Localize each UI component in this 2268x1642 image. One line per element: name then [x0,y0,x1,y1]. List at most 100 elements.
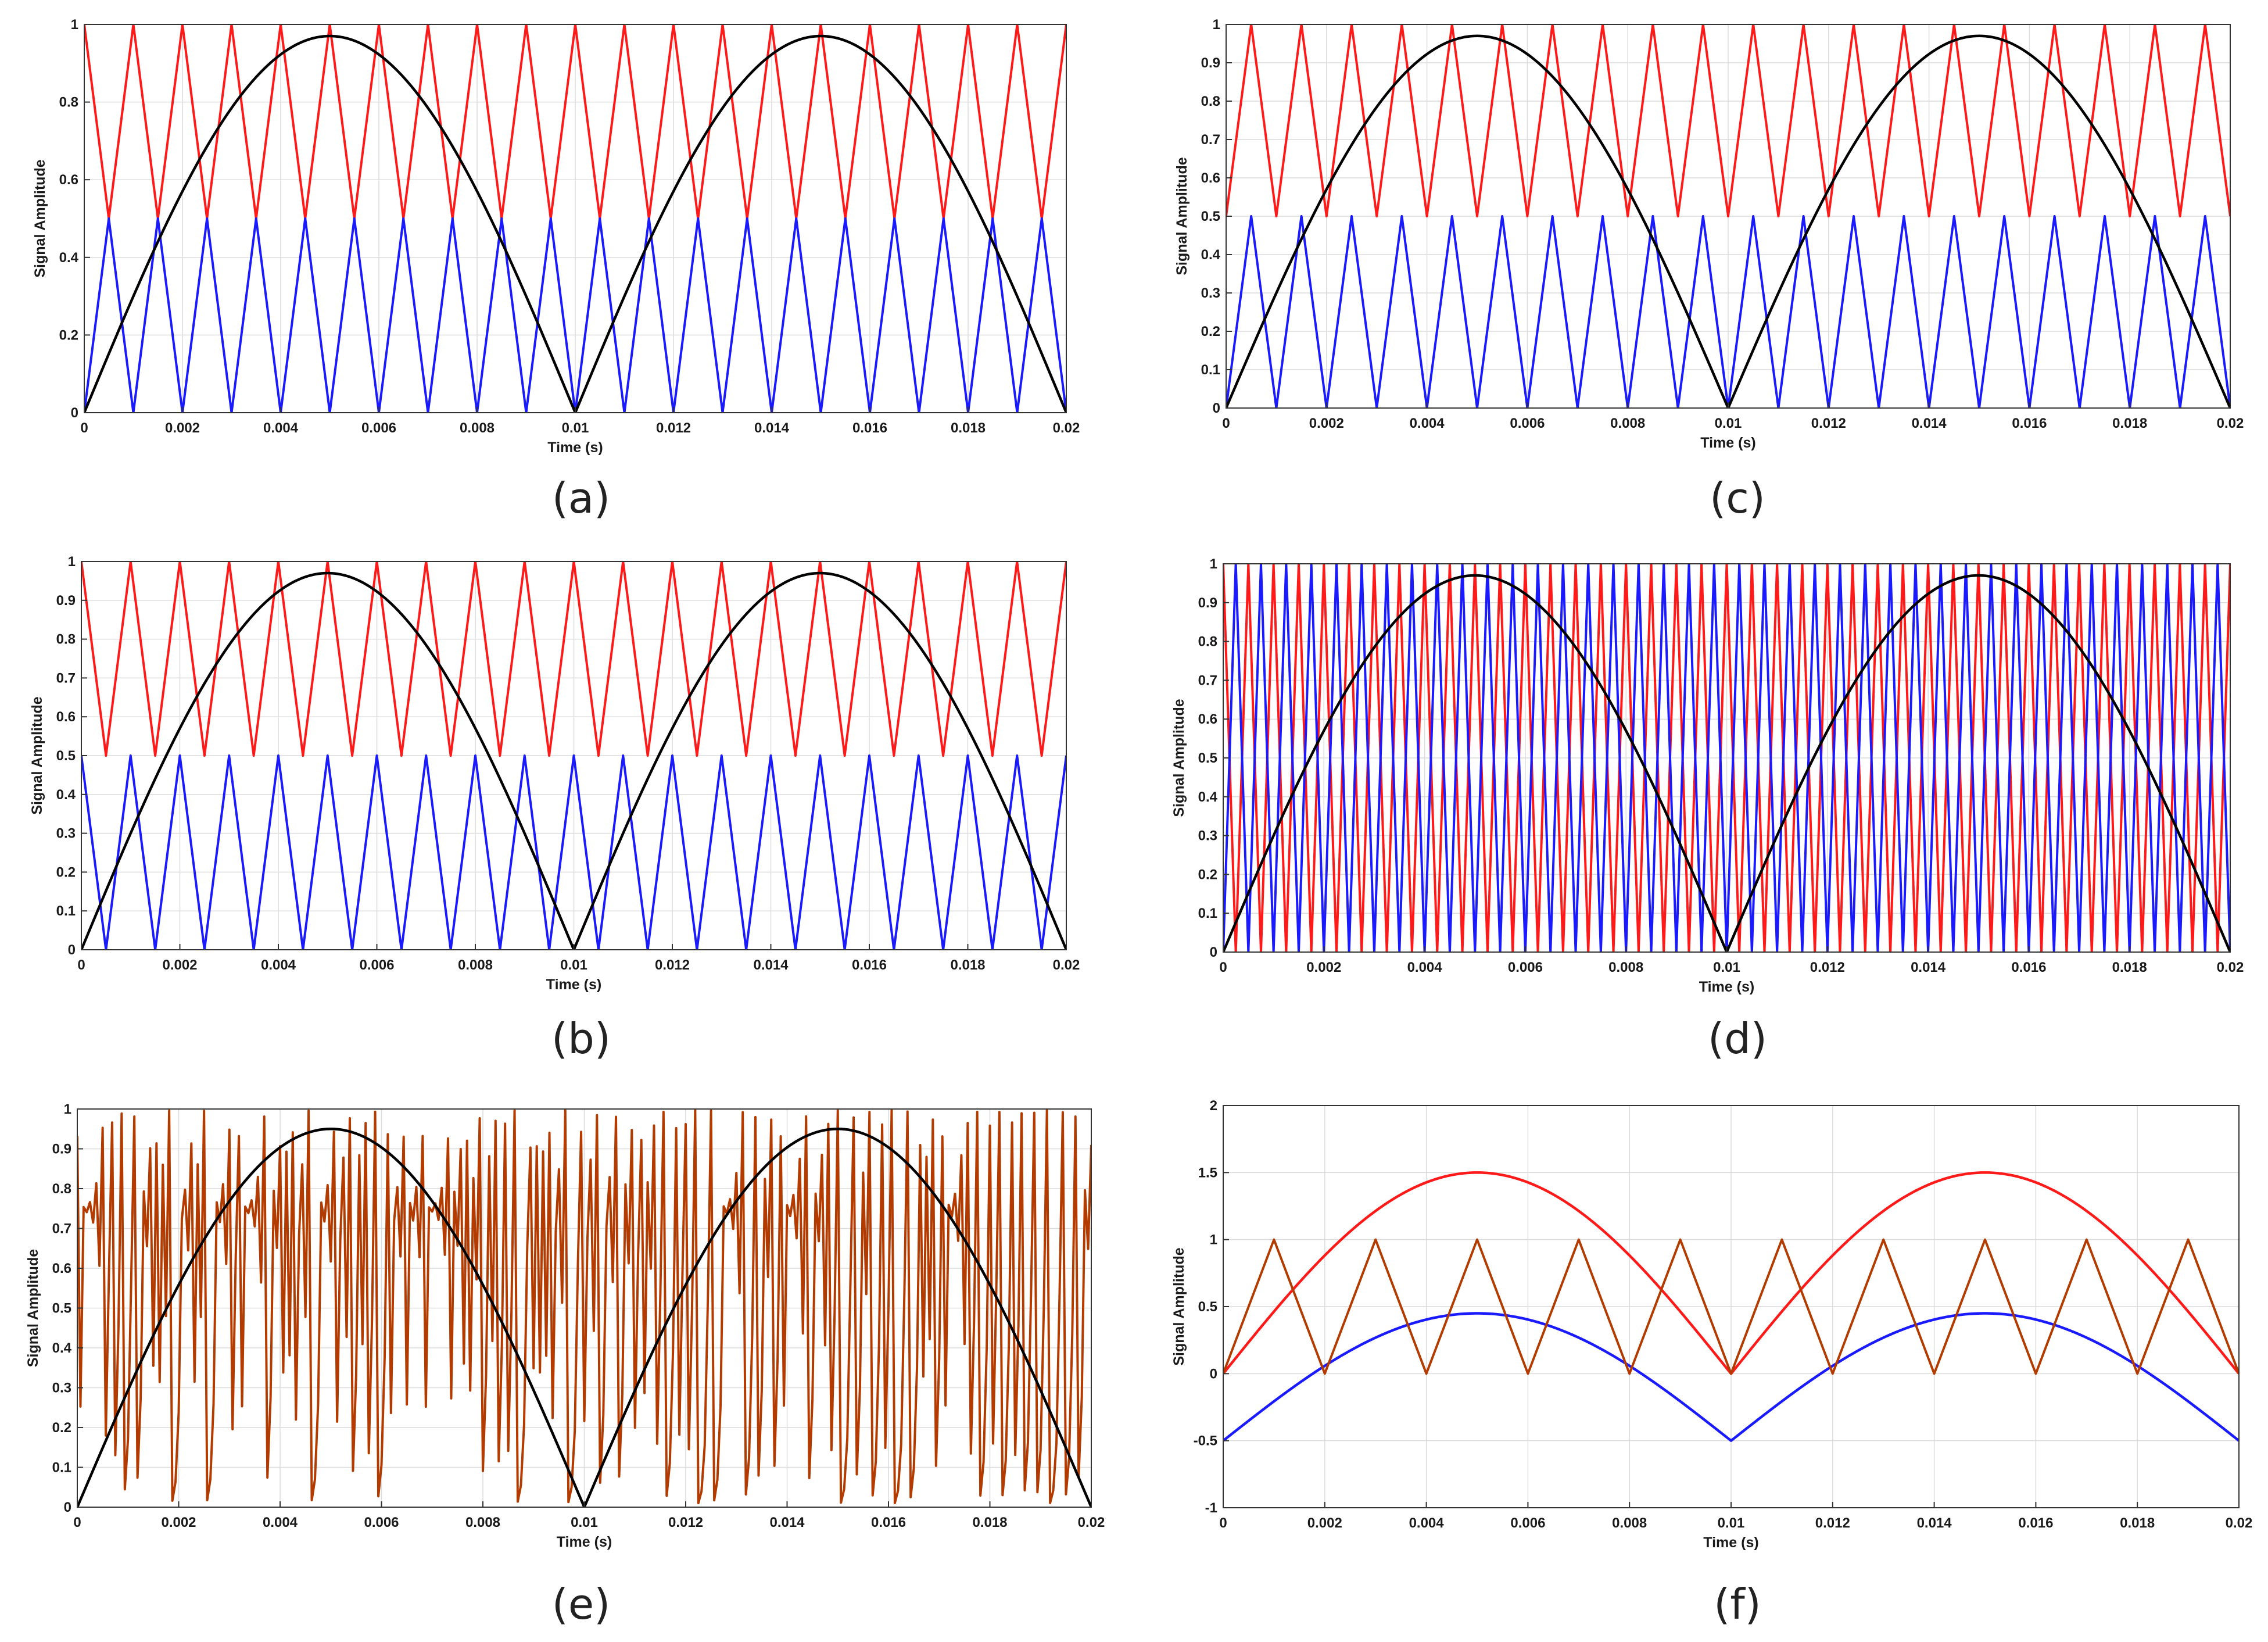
x-tick-label: 0.008 [1610,416,1645,431]
y-tick-label: 0.7 [1198,672,1217,688]
y-tick-label: 0.2 [1198,867,1217,882]
x-tick-label: 0.004 [261,957,296,973]
y-tick-label: 0.6 [52,1261,71,1276]
x-tick-label: 0.014 [769,1515,805,1530]
x-tick-label: 0.01 [560,957,587,973]
x-tick-label: 0.02 [1053,420,1080,436]
x-tick-label: 0.002 [1307,1515,1342,1531]
y-tick-label: 1 [71,17,78,33]
y-tick-label: 0.8 [56,632,76,648]
y-axis-label: Signal Amplitude [1171,699,1187,817]
x-tick-label: 0.006 [359,957,394,973]
series-line-2 [84,34,1066,413]
y-tick-label: 2 [1210,1098,1217,1114]
y-tick-label: 1.5 [1198,1165,1217,1180]
y-tick-label: 0.2 [1201,324,1220,339]
x-axis-label: Time (s) [1703,1534,1758,1551]
y-tick-label: 0.3 [1198,828,1217,844]
y-tick-label: 0.2 [56,864,76,880]
x-tick-label: 0.018 [2120,1515,2155,1531]
x-tick-label: 0.01 [1713,960,1740,975]
x-tick-label: 0.004 [1409,1515,1445,1531]
y-tick-label: 0.8 [59,95,78,110]
y-tick-label: 0.9 [52,1142,71,1157]
series-line-0 [81,561,1066,757]
x-tick-label: 0.012 [1811,416,1846,431]
y-tick-label: 0.2 [52,1420,71,1436]
x-tick-label: 0.008 [460,420,495,436]
x-tick-label: 0 [77,957,85,973]
x-tick-label: 0.014 [1911,960,1946,975]
y-tick-label: 0.4 [59,250,79,266]
x-tick-label: 0.006 [1510,416,1545,431]
series-line-1 [77,1128,1091,1507]
y-tick-label: 0.8 [1198,634,1217,650]
x-tick-label: 0 [1219,1515,1227,1531]
panel-b: 0 0.002 0.004 0.006 0.008 0.01 0.012 0.014 0.016… [29,554,1080,1063]
x-tick-label: 0.004 [263,1515,298,1530]
y-tick-label: 0.2 [59,327,78,343]
y-tick-label: 0.6 [1201,170,1220,186]
x-tick-label: 0.014 [753,957,789,973]
panel-label: (a) [552,474,610,523]
y-axis-label: Signal Amplitude [29,696,45,814]
x-tick-label: 0 [1222,416,1230,431]
x-tick-label: 0.006 [1508,960,1543,975]
y-tick-label: -0.5 [1194,1433,1217,1449]
x-tick-label: 0.016 [2011,960,2046,975]
x-tick-label: 0.01 [1718,1515,1745,1531]
x-tick-label: 0.02 [1053,957,1080,973]
x-tick-label: 0.01 [571,1515,598,1530]
panel-label: (d) [1708,1014,1767,1063]
x-tick-label: 0.008 [1612,1515,1647,1531]
y-tick-label: 1 [1213,17,1220,33]
y-tick-label: 0.3 [52,1380,71,1396]
y-tick-label: 0 [68,942,76,958]
panel-e: 0 0.002 0.004 0.006 0.008 0.01 0.012 0.014 0.016… [25,1101,1105,1629]
x-tick-label: 0.004 [263,420,299,436]
y-tick-label: 0.5 [52,1301,71,1317]
y-tick-label: 0.6 [59,172,78,188]
x-tick-label: 0 [1219,960,1227,975]
y-axis-label: Signal Amplitude [1174,157,1190,275]
y-tick-label: 0.7 [1201,132,1220,148]
x-tick-label: 0.014 [754,420,790,436]
x-tick-label: 0.002 [162,957,197,973]
x-tick-label: 0.006 [364,1515,399,1530]
series-line-2 [1226,34,2230,408]
x-tick-label: 0.002 [165,420,200,436]
y-tick-label: 0.3 [56,826,76,842]
x-tick-label: 0.008 [1608,960,1643,975]
x-axis-label: Time (s) [546,976,601,993]
y-tick-label: 0 [64,1500,71,1515]
x-tick-label: 0.012 [668,1515,703,1530]
y-tick-label: 0.4 [1198,789,1218,805]
x-tick-label: 0.02 [2226,1515,2253,1531]
x-tick-label: 0.016 [2018,1515,2053,1531]
y-tick-label: 0.4 [1201,247,1221,263]
y-tick-label: 0 [1213,400,1220,416]
x-tick-label: 0.004 [1407,960,1443,975]
panel-a: 0 0.002 0.004 0.006 0.008 0.01 0.012 0.014 0.016… [32,17,1080,523]
series-line-1 [84,217,1066,413]
series-line-1 [1226,215,2230,408]
series-line-1 [81,754,1066,950]
x-tick-label: 0 [80,420,88,436]
x-tick-label: 0.008 [458,957,493,973]
x-tick-label: 0.012 [1815,1515,1850,1531]
y-tick-label: 0.5 [1201,209,1220,224]
y-tick-label: 0.9 [1201,55,1220,71]
y-tick-label: 0.3 [1201,285,1220,301]
x-tick-label: 0.018 [2112,416,2147,431]
y-axis-label: Signal Amplitude [1171,1247,1187,1365]
x-tick-label: 0.002 [161,1515,196,1530]
series-line-0 [1223,564,2230,952]
x-tick-label: 0.006 [361,420,396,436]
y-tick-label: 0.4 [56,787,76,803]
y-axis-label: Signal Amplitude [25,1249,41,1367]
x-tick-label: 0.01 [562,420,589,436]
y-tick-label: 0.1 [1201,362,1220,378]
x-tick-label: 0.018 [950,957,985,973]
x-tick-label: 0.012 [1810,960,1845,975]
series-line-0 [84,24,1066,220]
